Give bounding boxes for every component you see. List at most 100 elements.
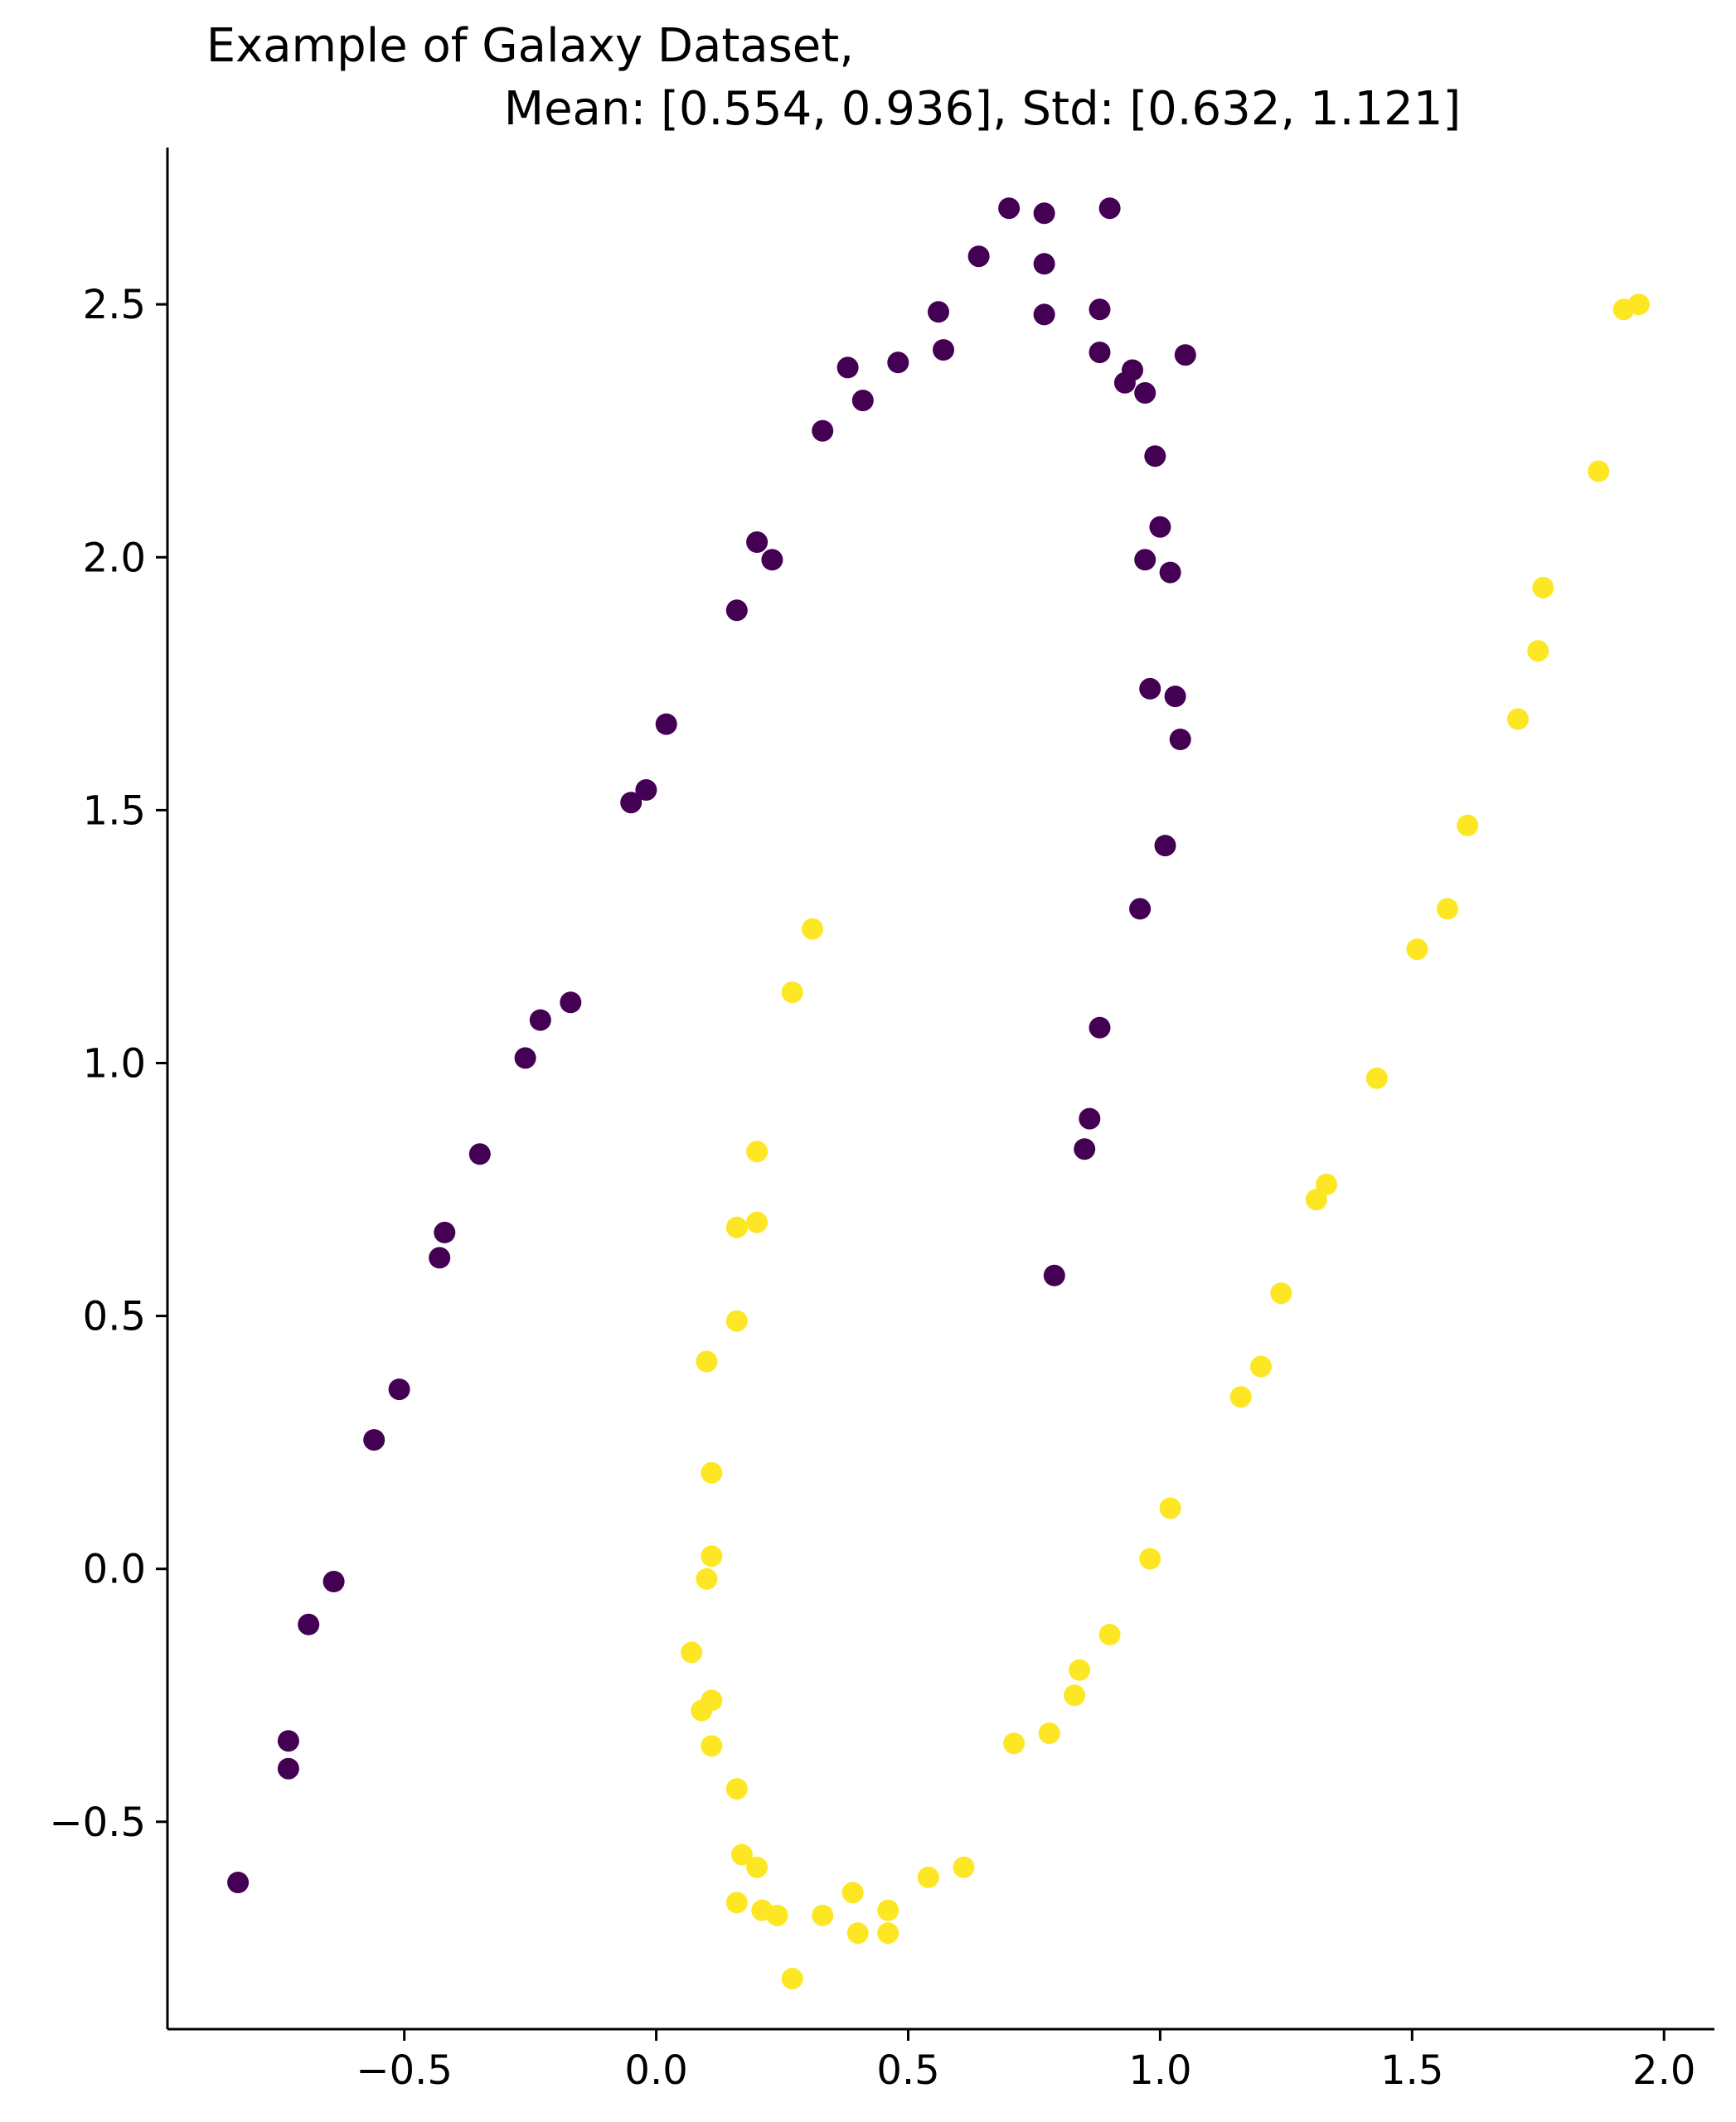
data-point-series-2-47: [1532, 576, 1554, 598]
y-tick-label: 2.5: [83, 282, 146, 328]
y-tick-label: 2.0: [83, 535, 146, 581]
data-point-series-1-21: [836, 356, 859, 379]
data-point-series-1-29: [1033, 253, 1055, 275]
data-point-series-1-42: [1139, 677, 1161, 700]
data-point-series-1-31: [1089, 298, 1111, 321]
data-point-series-1-9: [434, 1221, 456, 1243]
x-axis-ticks: −0.5 0.0 0.5 1.0 1.5 2.0: [356, 2029, 1695, 2094]
data-point-series-2-17: [746, 1856, 769, 1878]
data-point-series-2-48: [1588, 460, 1610, 482]
data-point-series-1-5: [322, 1571, 345, 1592]
y-tick-label: 1.0: [83, 1040, 146, 1087]
data-point-series-2-8: [701, 1461, 723, 1484]
data-point-series-2-16: [730, 1843, 753, 1866]
data-point-series-2-27: [917, 1866, 939, 1888]
data-point-series-1-38: [1149, 516, 1171, 538]
y-tick-label: −0.5: [49, 1800, 146, 1846]
data-point-series-1-22: [851, 390, 874, 412]
chart-title-line-1: Example of Galaxy Dataset,: [206, 19, 854, 73]
data-point-series-2-41: [1365, 1067, 1388, 1089]
y-tick-label: 1.5: [83, 787, 146, 834]
data-point-series-2-6: [725, 1310, 748, 1332]
data-point-series-2-37: [1250, 1355, 1272, 1378]
data-point-series-1-43: [1164, 686, 1186, 708]
data-point-series-1-36: [1134, 382, 1157, 404]
data-point-series-1-10: [468, 1143, 491, 1165]
data-point-series-1-28: [1033, 202, 1055, 225]
data-point-series-2-30: [1038, 1722, 1060, 1744]
data-point-series-1-39: [1134, 549, 1157, 571]
data-point-series-1-3: [277, 1757, 299, 1780]
data-point-series-2-15: [725, 1778, 748, 1800]
data-point-series-1-15: [635, 779, 657, 801]
data-point-series-1-46: [1129, 898, 1152, 920]
x-tick-label: 2.0: [1632, 2047, 1695, 2094]
data-point-series-2-29: [1003, 1732, 1026, 1755]
x-tick-label: 1.5: [1380, 2047, 1443, 2094]
data-point-series-1-13: [560, 991, 582, 1014]
data-point-series-2-11: [681, 1641, 703, 1664]
data-point-series-2-38: [1270, 1282, 1292, 1305]
data-point-series-1-23: [887, 351, 909, 374]
y-tick-label: 0.5: [83, 1294, 146, 1340]
data-point-series-2-2: [781, 981, 803, 1004]
data-point-series-1-16: [655, 713, 677, 735]
data-point-series-2-26: [877, 1922, 900, 1945]
data-point-series-2-10: [696, 1567, 718, 1590]
data-point-series-2-23: [841, 1882, 864, 1904]
x-tick-label: 0.0: [624, 2047, 687, 2094]
data-point-series-2-35: [1159, 1497, 1181, 1519]
data-point-series-1-35: [1122, 359, 1143, 381]
x-tick-label: 1.0: [1128, 2047, 1191, 2094]
data-point-series-2-13: [701, 1689, 723, 1712]
data-point-series-1-44: [1169, 729, 1191, 750]
data-point-series-1-48: [1079, 1107, 1101, 1130]
data-point-series-1-30: [1033, 303, 1055, 326]
data-point-series-1-18: [746, 531, 769, 553]
data-point-series-1-11: [514, 1047, 536, 1069]
data-point-series-1-4: [298, 1613, 320, 1635]
data-point-series-1-24: [928, 301, 949, 323]
data-point-series-1-6: [363, 1429, 386, 1451]
data-point-series-1-41: [1174, 344, 1196, 366]
data-point-series-2-25: [877, 1899, 900, 1921]
data-point-series-2-20: [766, 1904, 788, 1926]
data-point-series-1-12: [529, 1009, 551, 1031]
data-point-series-2-22: [812, 1904, 834, 1926]
data-point-series-1-40: [1159, 561, 1181, 584]
data-point-series-2-3: [746, 1141, 769, 1163]
data-point-series-1-1: [227, 1872, 250, 1893]
data-point-series-1-50: [1043, 1264, 1065, 1286]
data-point-series-1-8: [429, 1247, 451, 1269]
x-tick-label: −0.5: [356, 2047, 453, 2094]
data-point-series-1-32: [1089, 342, 1111, 364]
data-point-series-1-49: [1074, 1138, 1096, 1160]
data-point-series-1-33: [1098, 197, 1121, 220]
data-point-series-2-36: [1229, 1386, 1252, 1408]
y-tick-label: 0.0: [83, 1547, 146, 1593]
data-point-series-2-28: [953, 1856, 975, 1878]
data-point-series-2-9: [701, 1545, 723, 1567]
data-point-series-2-5: [725, 1216, 748, 1238]
data-point-series-2-40: [1316, 1173, 1337, 1195]
data-point-series-2-24: [846, 1922, 869, 1945]
y-axis-ticks: −0.5 0.0 0.5 1.0 1.5 2.0 2.5: [49, 282, 167, 1846]
data-point-series-2-18: [725, 1892, 748, 1914]
data-point-series-2-33: [1098, 1624, 1121, 1645]
data-point-series-2-7: [696, 1350, 718, 1373]
data-point-series-2-42: [1406, 938, 1428, 961]
data-point-series-2-44: [1457, 814, 1479, 836]
data-point-series-1-14: [620, 792, 643, 814]
x-tick-label: 0.5: [876, 2047, 939, 2094]
data-point-series-1-7: [388, 1378, 410, 1401]
data-point-series-2-32: [1069, 1659, 1091, 1681]
data-point-series-2-46: [1527, 640, 1549, 662]
data-point-series-2-39: [1305, 1189, 1327, 1211]
data-point-series-2-45: [1507, 708, 1529, 730]
data-point-series-2-21: [781, 1968, 803, 1989]
data-point-series-1-45: [1154, 835, 1176, 857]
data-point-series-1-20: [812, 419, 834, 442]
scatter-points: [227, 197, 1650, 1989]
data-point-series-1-47: [1089, 1016, 1111, 1039]
